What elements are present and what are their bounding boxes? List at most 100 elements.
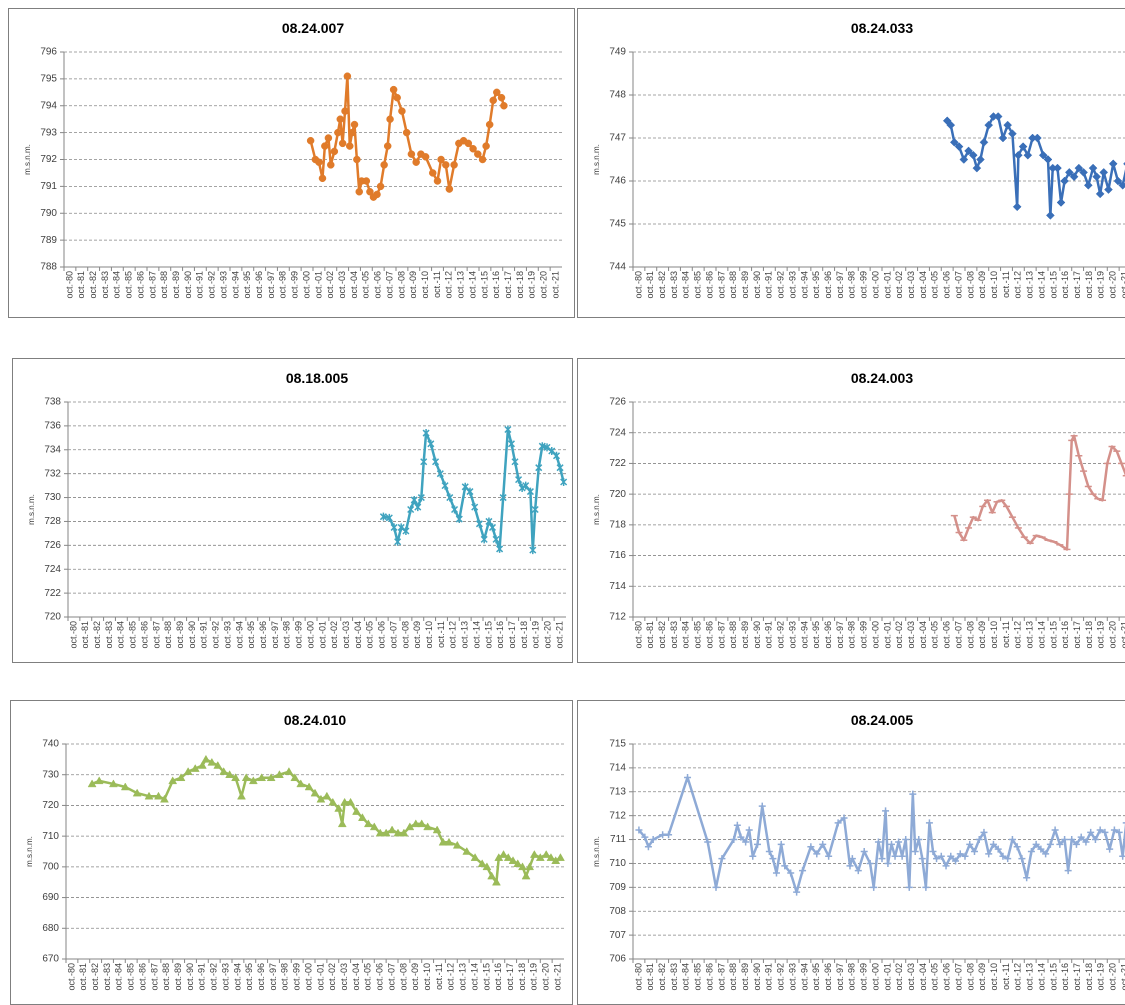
y-tick-label: 793	[40, 127, 57, 138]
x-tick-label: oct.-96	[823, 271, 833, 299]
x-tick-label: oct.-13	[1025, 963, 1035, 991]
data-point	[248, 776, 258, 785]
x-tick-label: oct.-84	[681, 963, 691, 991]
data-point	[781, 862, 789, 870]
data-point	[1113, 176, 1123, 186]
x-tick-label: oct.-05	[930, 963, 940, 991]
data-point	[132, 788, 142, 797]
x-tick-label: oct.-82	[90, 963, 100, 991]
x-tick-label: oct.-08	[398, 963, 408, 991]
data-point	[993, 112, 1003, 121]
x-tick-label: oct.-91	[199, 621, 209, 649]
data-point	[947, 852, 955, 860]
x-tick-label: oct.-05	[365, 621, 375, 649]
x-tick-label: oct.-12	[1013, 621, 1023, 649]
data-point	[552, 451, 561, 460]
x-tick-label: oct.-90	[185, 963, 195, 991]
chart-panel: 08.18.005 m.s.n.m. 720 722 724 726 728 730 732 73…	[12, 358, 573, 663]
y-tick-label: 730	[44, 492, 61, 503]
x-tick-label: oct.-02	[894, 963, 904, 991]
x-tick-label: oct.-15	[1048, 963, 1058, 991]
x-tick-label: oct.-20	[1108, 271, 1118, 299]
data-point	[521, 871, 531, 880]
data-point	[659, 831, 667, 839]
x-tick-label: oct.-99	[859, 621, 869, 649]
data-point	[1056, 198, 1066, 207]
data-point	[976, 155, 985, 164]
data-point	[535, 463, 543, 472]
x-tick-label: oct.-89	[740, 271, 750, 299]
data-point	[819, 840, 827, 848]
x-tick-label: oct.-02	[894, 271, 904, 299]
data-point	[911, 848, 919, 855]
x-tick-label: oct.-01	[315, 963, 325, 991]
x-tick-label: oct.-13	[460, 621, 470, 649]
x-tick-label: oct.-91	[764, 271, 774, 299]
y-tick-label: 714	[609, 763, 626, 774]
x-tick-label: oct.-06	[375, 963, 385, 991]
chart-panel: 08.24.010 m.s.n.m. 670 680 690 700 710 720 730 74…	[10, 700, 573, 1005]
x-tick-label: oct.-19	[1096, 621, 1106, 649]
x-tick-label: oct.-19	[1096, 271, 1106, 299]
x-tick-label: oct.-92	[776, 963, 786, 991]
data-point	[437, 155, 445, 164]
x-tick-label: oct.-84	[112, 271, 122, 299]
y-tick-label: 790	[40, 208, 57, 219]
data-point	[507, 439, 515, 448]
data-point	[407, 150, 416, 158]
x-tick-label: oct.-92	[776, 271, 786, 299]
data-point	[304, 782, 314, 791]
y-tick-label: 712	[609, 612, 626, 623]
x-tick-label: oct.-21	[552, 963, 562, 991]
chart-panel: 08.24.007 m.s.n.m. 788 789 790 791 792 793 794 79…	[8, 8, 575, 318]
x-tick-label: oct.-20	[1108, 963, 1118, 991]
data-point	[471, 503, 479, 512]
x-tick-label: oct.-80	[68, 621, 78, 649]
y-tick-label: 726	[44, 540, 61, 551]
data-point	[737, 833, 745, 841]
data-point	[961, 852, 969, 860]
x-tick-label: oct.-15	[1048, 621, 1058, 649]
x-tick-label: oct.-86	[704, 271, 714, 299]
data-point	[159, 794, 169, 803]
data-point	[799, 867, 807, 875]
data-point	[712, 883, 720, 891]
data-point	[1068, 836, 1076, 844]
x-tick-label: oct.-14	[1036, 963, 1046, 991]
x-tick-label: oct.-08	[965, 271, 975, 299]
data-point	[417, 819, 427, 828]
x-tick-label: oct.-86	[704, 621, 714, 649]
data-point	[980, 828, 988, 836]
y-tick-label: 706	[609, 954, 626, 965]
x-tick-label: oct.-20	[543, 621, 553, 649]
x-tick-label: oct.-80	[64, 271, 74, 299]
data-point	[954, 142, 964, 151]
chart-title: 08.18.005	[286, 370, 348, 386]
x-tick-label: oct.-95	[244, 963, 254, 991]
data-point	[984, 120, 994, 130]
data-point	[777, 840, 785, 848]
data-point	[909, 790, 917, 798]
data-point	[369, 822, 379, 831]
data-point	[968, 150, 978, 160]
data-point	[389, 85, 398, 94]
x-tick-label: oct.-05	[363, 963, 373, 991]
data-point	[346, 797, 356, 806]
x-tick-label: oct.-03	[337, 271, 347, 299]
x-tick-label: oct.-10	[422, 963, 432, 991]
x-tick-label: oct.-12	[448, 621, 458, 649]
x-tick-label: oct.-99	[292, 963, 302, 991]
x-tick-label: oct.-93	[220, 963, 230, 991]
data-point	[937, 852, 945, 860]
x-tick-label: oct.-16	[1060, 271, 1070, 299]
x-tick-label: oct.-09	[977, 271, 987, 299]
data-point	[442, 161, 450, 169]
data-point	[556, 853, 565, 861]
x-tick-label: oct.-91	[764, 621, 774, 649]
data-point	[1053, 163, 1062, 173]
data-point	[422, 429, 430, 438]
x-tick-label: oct.-17	[503, 271, 513, 299]
data-point	[1069, 172, 1079, 182]
data-point	[882, 807, 890, 815]
data-point	[338, 139, 347, 148]
